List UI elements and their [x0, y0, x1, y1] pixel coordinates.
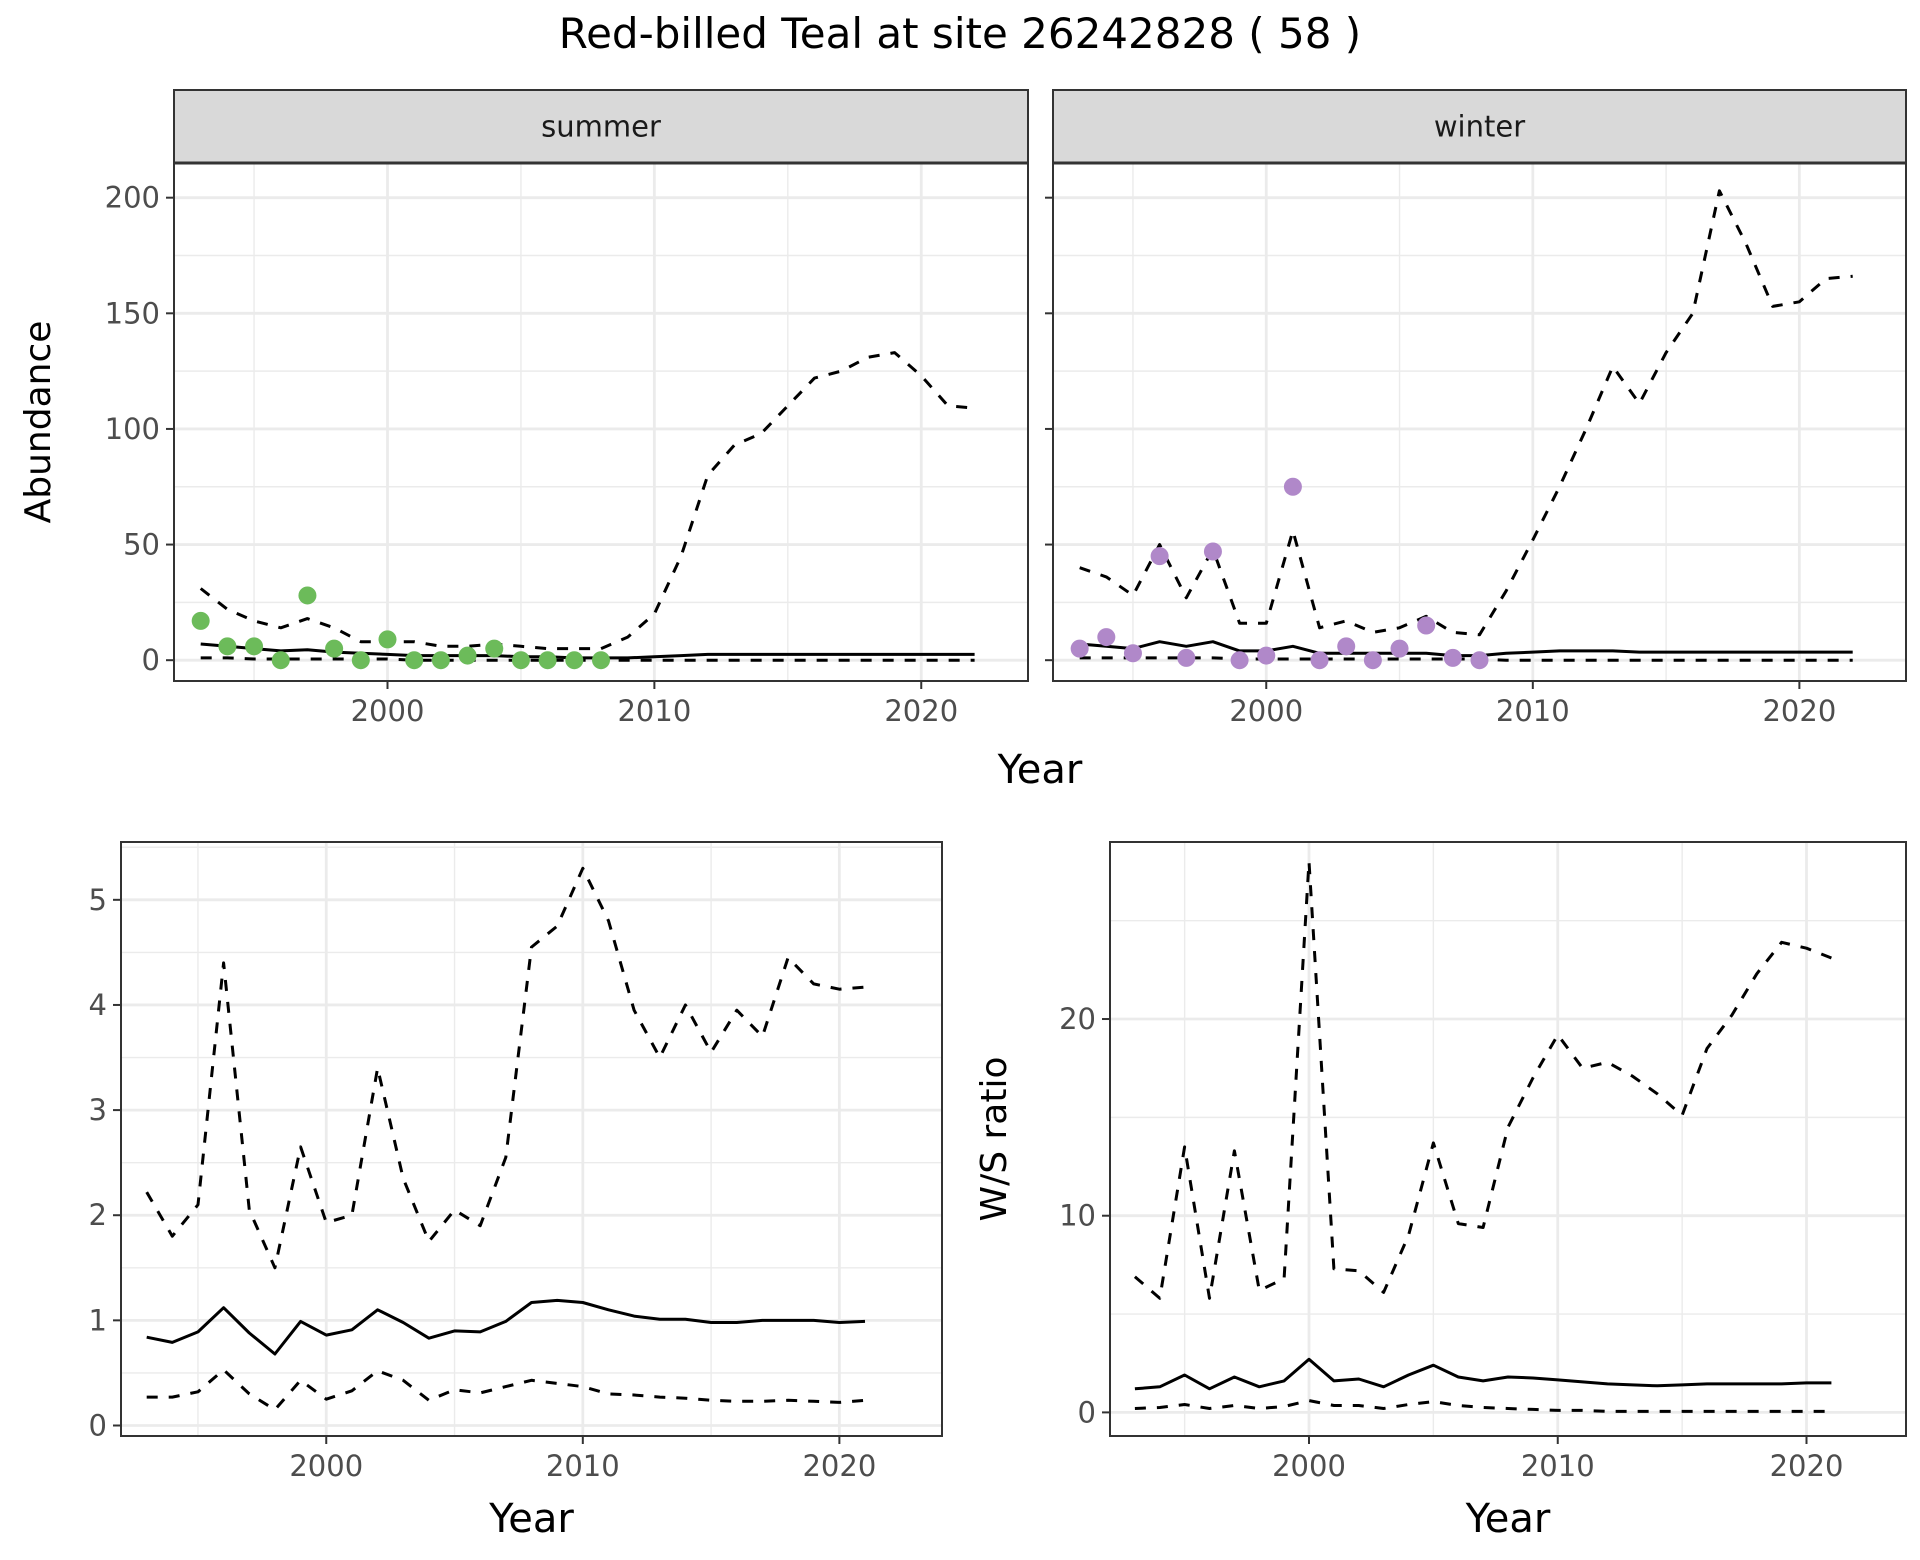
- data-point: [458, 646, 477, 665]
- y-tick-label: 1: [89, 1303, 107, 1337]
- y-tick-label: 200: [105, 181, 160, 215]
- x-tick-label: 2020: [1770, 1449, 1844, 1483]
- y-tick-label: 10: [1059, 1199, 1096, 1233]
- panel-growth-rate: 2000 2010 2020 0 1 2 3 4 5 Growth rate Year: [0, 841, 943, 1542]
- series-line-dashed-2: [200, 656, 975, 662]
- data-point: [1203, 542, 1222, 561]
- data-point: [1283, 477, 1302, 496]
- y-tick-label: 4: [89, 988, 107, 1022]
- panel-abundance-summer: 2000 2010 2020 0 50 100 150 200 summer Abundance: [18, 89, 1029, 728]
- y-axis-title: W/S ratio: [974, 1056, 1015, 1221]
- y-axis-title: Abundance: [18, 321, 59, 524]
- y-tick-label: 0: [1078, 1395, 1096, 1429]
- y-tick-label: 50: [123, 528, 160, 562]
- y-tick-label: 20: [1059, 1002, 1096, 1036]
- data-point: [1177, 648, 1196, 667]
- data-point: [245, 637, 264, 656]
- data-point: [511, 651, 530, 670]
- x-tick-label: 2000: [289, 1449, 363, 1483]
- x-tick-label: 2020: [802, 1449, 876, 1483]
- facet-label: summer: [541, 110, 661, 144]
- x-axis-title: Year: [488, 1496, 574, 1542]
- data-point: [1390, 639, 1409, 658]
- x-axis-title: Year: [1465, 1496, 1551, 1542]
- panel-abundance-winter: 2000 2010 2020 winter: [1045, 89, 1907, 728]
- panel-ws-ratio: 2000 2010 2020 0 10 20 W/S ratio Year: [974, 841, 1907, 1542]
- data-point: [1443, 648, 1462, 667]
- x-tick-label: 2010: [1521, 1449, 1595, 1483]
- data-point: [1123, 644, 1142, 663]
- data-point: [565, 651, 584, 670]
- data-point: [351, 651, 370, 670]
- data-point: [431, 651, 450, 670]
- data-point: [485, 639, 504, 658]
- panel-border: [120, 841, 943, 1437]
- x-tick-label: 2000: [351, 694, 425, 728]
- plot-area: [1053, 163, 1906, 681]
- series-line-solid-0: [1134, 1357, 1832, 1391]
- data-point: [405, 651, 424, 670]
- series-line-dashed-2: [1134, 1399, 1832, 1413]
- data-point: [298, 586, 317, 605]
- x-tick-label: 2010: [617, 694, 691, 728]
- data-point: [1070, 639, 1089, 658]
- data-point: [1230, 651, 1249, 670]
- series-line-dashed-1: [145, 866, 866, 1270]
- x-tick-label: 2000: [1272, 1449, 1346, 1483]
- data-point: [1337, 637, 1356, 656]
- x-tick-label: 2010: [1496, 694, 1570, 728]
- y-tick-label: 100: [105, 412, 160, 446]
- chart-title: Red-billed Teal at site 26242828 ( 58 ): [559, 9, 1361, 58]
- data-point: [1470, 651, 1489, 670]
- series-line-dashed-2: [1079, 656, 1853, 662]
- data-point: [218, 637, 237, 656]
- y-axis-title: Growth rate: [0, 1032, 6, 1247]
- data-point: [1417, 616, 1436, 635]
- series-line-dashed-1: [199, 351, 975, 651]
- facet-label: winter: [1434, 110, 1525, 144]
- facet-strip: [173, 89, 1029, 164]
- data-point: [378, 630, 397, 649]
- y-tick-label: 0: [89, 1408, 107, 1442]
- data-point: [592, 651, 610, 670]
- y-tick-label: 0: [142, 643, 160, 677]
- y-tick-label: 5: [89, 883, 107, 917]
- plot-area: [174, 163, 1028, 681]
- data-point: [538, 651, 557, 670]
- data-point: [325, 639, 344, 658]
- x-tick-label: 2020: [884, 694, 958, 728]
- data-point: [1097, 628, 1116, 647]
- x-tick-label: 2020: [1762, 694, 1836, 728]
- panel-border: [1109, 841, 1907, 1437]
- x-tick-label: 2000: [1229, 694, 1303, 728]
- plot-area: [121, 842, 942, 1436]
- data-point: [1257, 646, 1276, 665]
- y-tick-label: 3: [89, 1093, 107, 1127]
- x-axis-title-shared: Year: [997, 747, 1083, 793]
- data-point: [1310, 651, 1329, 670]
- facet-strip: [1052, 89, 1907, 164]
- data-point: [1363, 651, 1382, 670]
- series-line-solid-0: [1079, 640, 1853, 658]
- series-line-dashed-2: [146, 1368, 866, 1412]
- data-point: [191, 611, 210, 630]
- plot-area: [1110, 842, 1906, 1436]
- data-point: [1150, 547, 1169, 566]
- series-line-solid-0: [146, 1298, 866, 1356]
- x-tick-label: 2010: [546, 1449, 620, 1483]
- data-point: [271, 651, 290, 670]
- panels: 2000 2010 2020050100150200summerAbundance2…: [0, 89, 1907, 1542]
- y-tick-label: 150: [105, 296, 160, 330]
- series-line-dashed-1: [1133, 860, 1832, 1300]
- y-tick-label: 2: [89, 1198, 107, 1232]
